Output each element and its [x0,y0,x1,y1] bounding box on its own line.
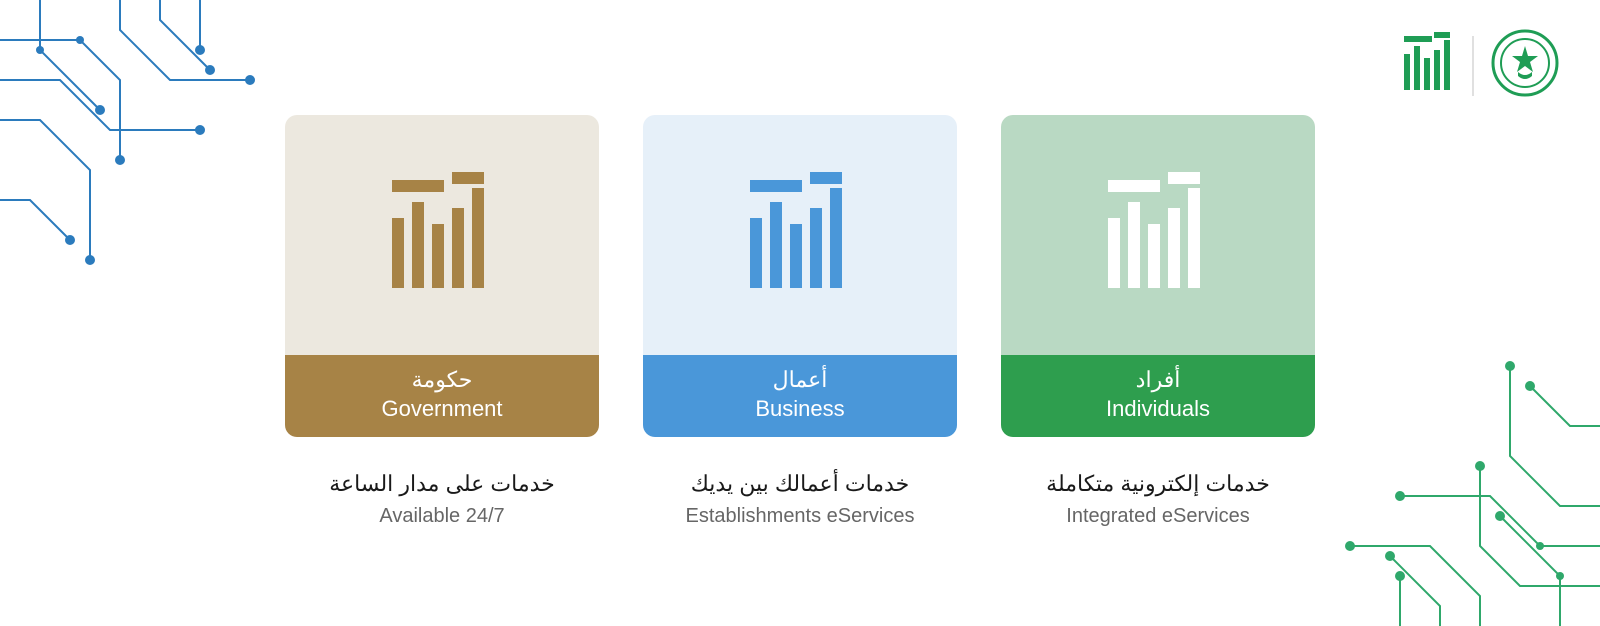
absher-logo-individuals-icon [1098,168,1218,303]
card-business-top [643,115,957,355]
card-business-title-en: Business [643,395,957,423]
moi-emblem-icon [1490,28,1560,103]
card-government-desc-en: Available 24/7 [329,505,555,528]
card-government-top [285,115,599,355]
absher-logo-government-icon [382,168,502,303]
card-government-label: حكومة Government [285,355,599,437]
card-business-desc: خدمات أعمالك بين يديك Establishments eSe… [686,471,915,528]
card-government[interactable]: حكومة Government خدمات على مدار الساعة A… [285,115,599,528]
header-divider [1472,36,1474,96]
card-business-desc-ar: خدمات أعمالك بين يديك [686,471,915,497]
card-business[interactable]: أعمال Business خدمات أعمالك بين يديك Est… [643,115,957,528]
card-business-title-ar: أعمال [643,367,957,393]
absher-logo-business-icon [740,168,860,303]
card-government-desc-ar: خدمات على مدار الساعة [329,471,555,497]
card-government-desc: خدمات على مدار الساعة Available 24/7 [329,471,555,528]
card-individuals-top [1001,115,1315,355]
card-individuals-title-en: Individuals [1001,395,1315,423]
card-individuals-title-ar: أفراد [1001,367,1315,393]
card-business-label: أعمال Business [643,355,957,437]
card-individuals-desc-ar: خدمات إلكترونية متكاملة [1046,471,1270,497]
absher-logo-icon [1400,32,1456,99]
card-government-title-en: Government [285,395,599,423]
header-logos [1400,28,1560,103]
card-individuals-desc: خدمات إلكترونية متكاملة Integrated eServ… [1046,471,1270,528]
card-business-desc-en: Establishments eServices [686,505,915,528]
card-individuals-desc-en: Integrated eServices [1046,505,1270,528]
card-individuals-label: أفراد Individuals [1001,355,1315,437]
card-individuals[interactable]: أفراد Individuals خدمات إلكترونية متكامل… [1001,115,1315,528]
service-cards-row: حكومة Government خدمات على مدار الساعة A… [0,115,1600,528]
card-government-title-ar: حكومة [285,367,599,393]
